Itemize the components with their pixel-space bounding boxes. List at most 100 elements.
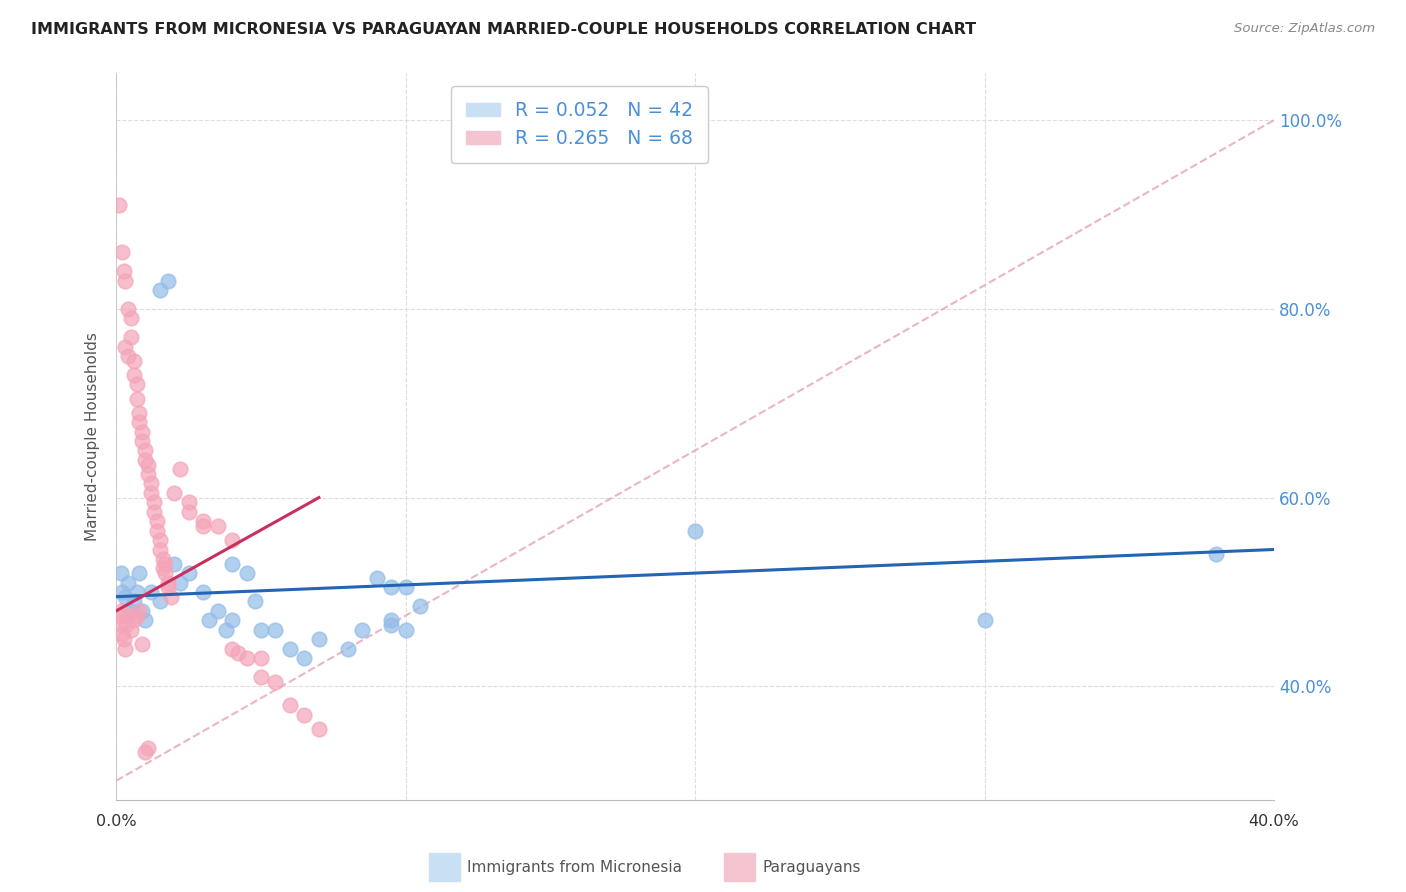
Point [117, 608, 139, 623]
Point [221, 641, 243, 656]
Point [1205, 547, 1227, 561]
Point [245, 594, 267, 608]
Point [108, 198, 131, 212]
Point [146, 514, 169, 528]
Point [114, 590, 136, 604]
Point [110, 604, 132, 618]
Point [221, 533, 243, 547]
Point [122, 353, 145, 368]
Point [110, 618, 132, 632]
Legend: R = 0.052   N = 42, R = 0.265   N = 68: R = 0.052 N = 42, R = 0.265 N = 68 [451, 86, 707, 163]
Point [136, 458, 159, 472]
Point [122, 613, 145, 627]
Point [160, 590, 183, 604]
Point [125, 608, 148, 623]
Point [142, 495, 165, 509]
Point [380, 618, 402, 632]
Point [120, 311, 142, 326]
Point [221, 613, 243, 627]
Point [235, 651, 257, 665]
Point [128, 604, 150, 618]
Point [112, 632, 135, 647]
Point [125, 585, 148, 599]
Point [131, 637, 153, 651]
Point [111, 627, 134, 641]
Point [683, 524, 706, 538]
Point [409, 599, 432, 614]
Point [120, 604, 142, 618]
Y-axis label: Married-couple Households: Married-couple Households [86, 332, 100, 541]
Point [198, 613, 221, 627]
Point [264, 623, 287, 637]
Point [157, 575, 180, 590]
Point [149, 283, 172, 297]
Point [278, 641, 301, 656]
Point [157, 580, 180, 594]
Point [136, 740, 159, 755]
Point [264, 674, 287, 689]
Point [169, 462, 191, 476]
Point [134, 613, 156, 627]
Point [139, 486, 162, 500]
Point [155, 557, 177, 571]
Point [380, 580, 402, 594]
Point [380, 613, 402, 627]
Point [177, 505, 200, 519]
Point [250, 623, 273, 637]
Point [146, 524, 169, 538]
Point [395, 623, 418, 637]
Point [207, 604, 229, 618]
Point [149, 594, 172, 608]
Point [111, 585, 134, 599]
Point [108, 608, 131, 623]
Point [128, 566, 150, 580]
Text: Paraguayans: Paraguayans [762, 860, 860, 874]
Point [142, 505, 165, 519]
Point [152, 552, 174, 566]
Text: Source: ZipAtlas.com: Source: ZipAtlas.com [1234, 22, 1375, 36]
Point [207, 519, 229, 533]
Point [128, 406, 150, 420]
Point [125, 377, 148, 392]
Point [114, 274, 136, 288]
Point [111, 245, 134, 260]
Point [177, 566, 200, 580]
Point [134, 453, 156, 467]
Point [308, 632, 330, 647]
Text: Immigrants from Micronesia: Immigrants from Micronesia [467, 860, 682, 874]
Point [169, 575, 191, 590]
Point [292, 651, 315, 665]
Point [163, 486, 186, 500]
Point [115, 618, 138, 632]
Point [163, 557, 186, 571]
Point [122, 368, 145, 382]
Point [308, 722, 330, 736]
Point [226, 646, 249, 660]
Point [131, 434, 153, 448]
Point [122, 594, 145, 608]
Point [110, 566, 132, 580]
Point [336, 641, 359, 656]
Point [221, 557, 243, 571]
Point [215, 623, 238, 637]
Point [191, 514, 214, 528]
Point [117, 575, 139, 590]
Point [177, 495, 200, 509]
Point [131, 425, 153, 439]
Point [250, 670, 273, 684]
Point [149, 533, 172, 547]
Point [117, 349, 139, 363]
Text: 40.0%: 40.0% [1249, 814, 1299, 829]
Point [125, 392, 148, 406]
Text: 0.0%: 0.0% [96, 814, 136, 829]
Point [366, 571, 388, 585]
Point [139, 585, 162, 599]
Point [120, 623, 142, 637]
Point [139, 476, 162, 491]
Point [120, 330, 142, 344]
Point [114, 641, 136, 656]
Point [395, 580, 418, 594]
Point [128, 415, 150, 429]
Point [292, 707, 315, 722]
Point [278, 698, 301, 713]
